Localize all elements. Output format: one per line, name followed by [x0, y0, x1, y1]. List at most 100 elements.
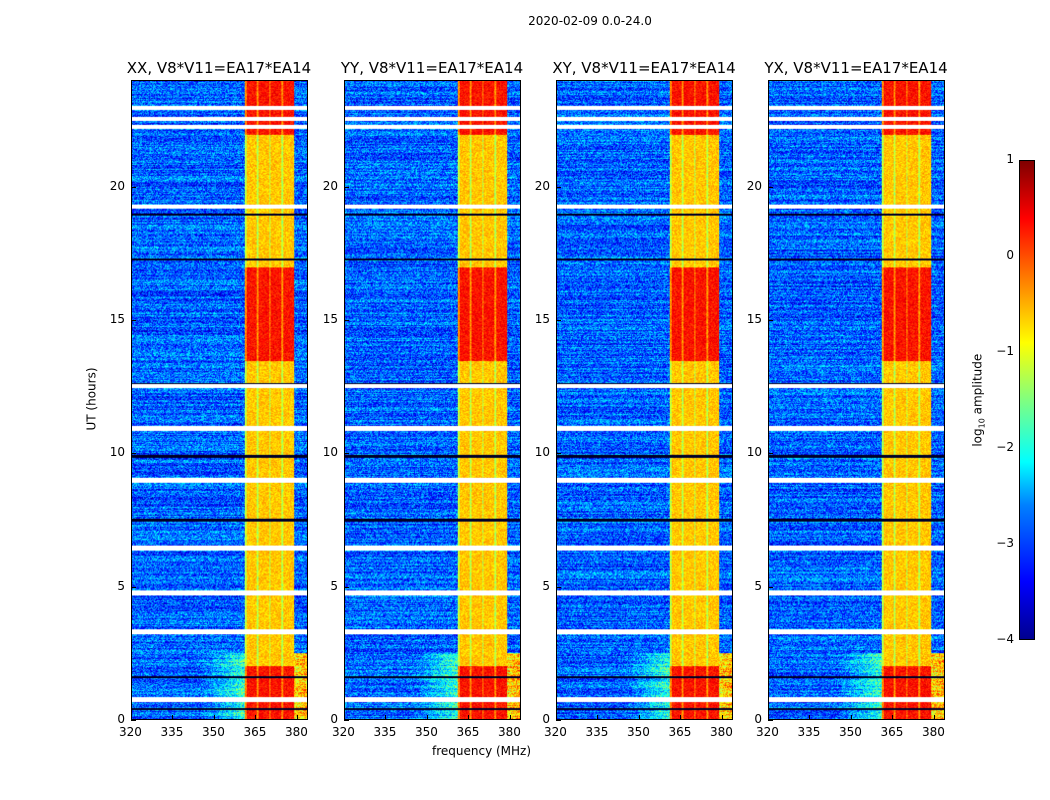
- y-tick-mark: [344, 186, 349, 188]
- y-tick-2-3: 15: [534, 312, 550, 326]
- x-tick-2-0: 320: [544, 725, 567, 739]
- y-tick-3-2: 10: [746, 445, 762, 460]
- x-tick-3-1: 335: [797, 725, 821, 739]
- x-tick-3-2: 350: [838, 725, 862, 739]
- y-tick-mark: [131, 586, 136, 588]
- colorbar-tick-3: −2: [996, 440, 1014, 454]
- x-tick-0-3: 365: [243, 725, 267, 739]
- y-tick-mark: [556, 453, 561, 455]
- x-tick-3-4: 380: [921, 725, 945, 739]
- heatmap-panel-3: [768, 80, 945, 720]
- x-tick-mark: [172, 715, 174, 720]
- x-tick-mark: [850, 715, 852, 720]
- colorbar-tick-4: −3: [996, 536, 1014, 550]
- x-tick-0-1: 335: [160, 725, 184, 739]
- y-tick-mark: [768, 320, 773, 321]
- y-tick-mark: [768, 720, 773, 721]
- x-tick-1-0: 320: [332, 725, 355, 739]
- x-tick-mark: [809, 715, 811, 720]
- y-tick-1-2: 10: [322, 445, 338, 460]
- heatmap-2: [557, 81, 732, 719]
- y-tick-mark: [131, 186, 136, 188]
- x-tick-mark: [933, 715, 935, 720]
- y-tick-2-4: 20: [534, 178, 550, 193]
- x-tick-mark: [255, 715, 257, 720]
- colorbar-label: log10 amplitude: [970, 353, 987, 447]
- y-axis-label: UT (hours): [84, 367, 99, 431]
- colorbar-tick-5: −4: [996, 632, 1014, 646]
- x-tick-mark: [344, 715, 345, 720]
- y-tick-mark: [556, 320, 561, 321]
- x-tick-2-1: 335: [585, 725, 609, 739]
- x-axis-label: frequency (MHz): [432, 744, 532, 758]
- x-tick-0-2: 350: [201, 725, 225, 739]
- x-tick-mark: [385, 715, 387, 720]
- heatmap-1: [345, 81, 520, 719]
- y-tick-0-4: 20: [109, 178, 125, 193]
- y-tick-mark: [768, 586, 773, 588]
- y-tick-0-3: 15: [109, 312, 125, 326]
- y-tick-mark: [131, 720, 136, 721]
- y-tick-1-3: 15: [322, 312, 338, 326]
- colorbar-tick-2: −1: [996, 344, 1014, 358]
- x-tick-mark: [296, 715, 298, 720]
- y-tick-0-2: 10: [109, 445, 125, 460]
- x-tick-mark: [680, 715, 682, 720]
- x-tick-1-3: 365: [456, 725, 480, 739]
- x-tick-2-4: 380: [709, 725, 733, 739]
- y-tick-mark: [768, 186, 773, 188]
- x-tick-1-1: 335: [373, 725, 397, 739]
- x-tick-mark: [768, 715, 769, 720]
- y-tick-mark: [556, 186, 561, 188]
- y-tick-mark: [344, 586, 349, 588]
- x-tick-0-0: 320: [119, 725, 142, 739]
- x-tick-1-2: 350: [414, 725, 438, 739]
- y-tick-mark: [344, 720, 349, 721]
- figure-title: 2020-02-09 0.0-24.0: [528, 14, 652, 28]
- y-tick-mark: [768, 453, 773, 455]
- y-tick-0-0: 0: [117, 712, 125, 726]
- y-tick-2-0: 0: [542, 712, 550, 726]
- y-tick-3-0: 0: [754, 712, 762, 726]
- panel-title-1: YY, V8*V11=EA17*EA14: [340, 59, 524, 77]
- y-tick-1-0: 0: [330, 712, 338, 726]
- x-tick-1-4: 380: [497, 725, 521, 739]
- x-tick-mark: [597, 715, 599, 720]
- x-tick-mark: [213, 715, 215, 720]
- y-tick-0-1: 5: [117, 578, 125, 593]
- heatmap-panel-0: [131, 80, 308, 720]
- x-tick-3-3: 365: [880, 725, 904, 739]
- y-tick-2-2: 10: [534, 445, 550, 460]
- heatmap-panel-2: [556, 80, 733, 720]
- x-tick-mark: [426, 715, 428, 720]
- heatmap-0: [132, 81, 307, 719]
- x-tick-mark: [892, 715, 894, 720]
- y-tick-3-3: 15: [746, 312, 762, 326]
- x-tick-mark: [556, 715, 557, 720]
- x-tick-2-3: 365: [668, 725, 692, 739]
- panel-title-3: YX, V8*V11=EA17*EA14: [764, 59, 948, 77]
- x-tick-3-0: 320: [756, 725, 779, 739]
- x-tick-0-4: 380: [284, 725, 308, 739]
- y-tick-mark: [556, 720, 561, 721]
- x-tick-mark: [468, 715, 470, 720]
- y-tick-1-1: 5: [330, 578, 338, 593]
- x-tick-mark: [131, 715, 132, 720]
- y-tick-mark: [131, 320, 136, 321]
- y-tick-mark: [344, 453, 349, 455]
- colorbar: [1019, 160, 1035, 640]
- x-tick-mark: [721, 715, 723, 720]
- panel-title-0: XX, V8*V11=EA17*EA14: [126, 59, 312, 77]
- y-tick-1-4: 20: [322, 178, 338, 193]
- y-tick-3-1: 5: [754, 578, 762, 593]
- colorbar-tick-0: 1: [1006, 152, 1014, 166]
- y-tick-3-4: 20: [746, 178, 762, 193]
- heatmap-panel-1: [344, 80, 521, 720]
- x-tick-2-2: 350: [626, 725, 650, 739]
- y-tick-2-1: 5: [542, 578, 550, 593]
- y-tick-mark: [131, 453, 136, 455]
- x-tick-mark: [638, 715, 640, 720]
- y-tick-mark: [556, 586, 561, 588]
- heatmap-3: [769, 81, 944, 719]
